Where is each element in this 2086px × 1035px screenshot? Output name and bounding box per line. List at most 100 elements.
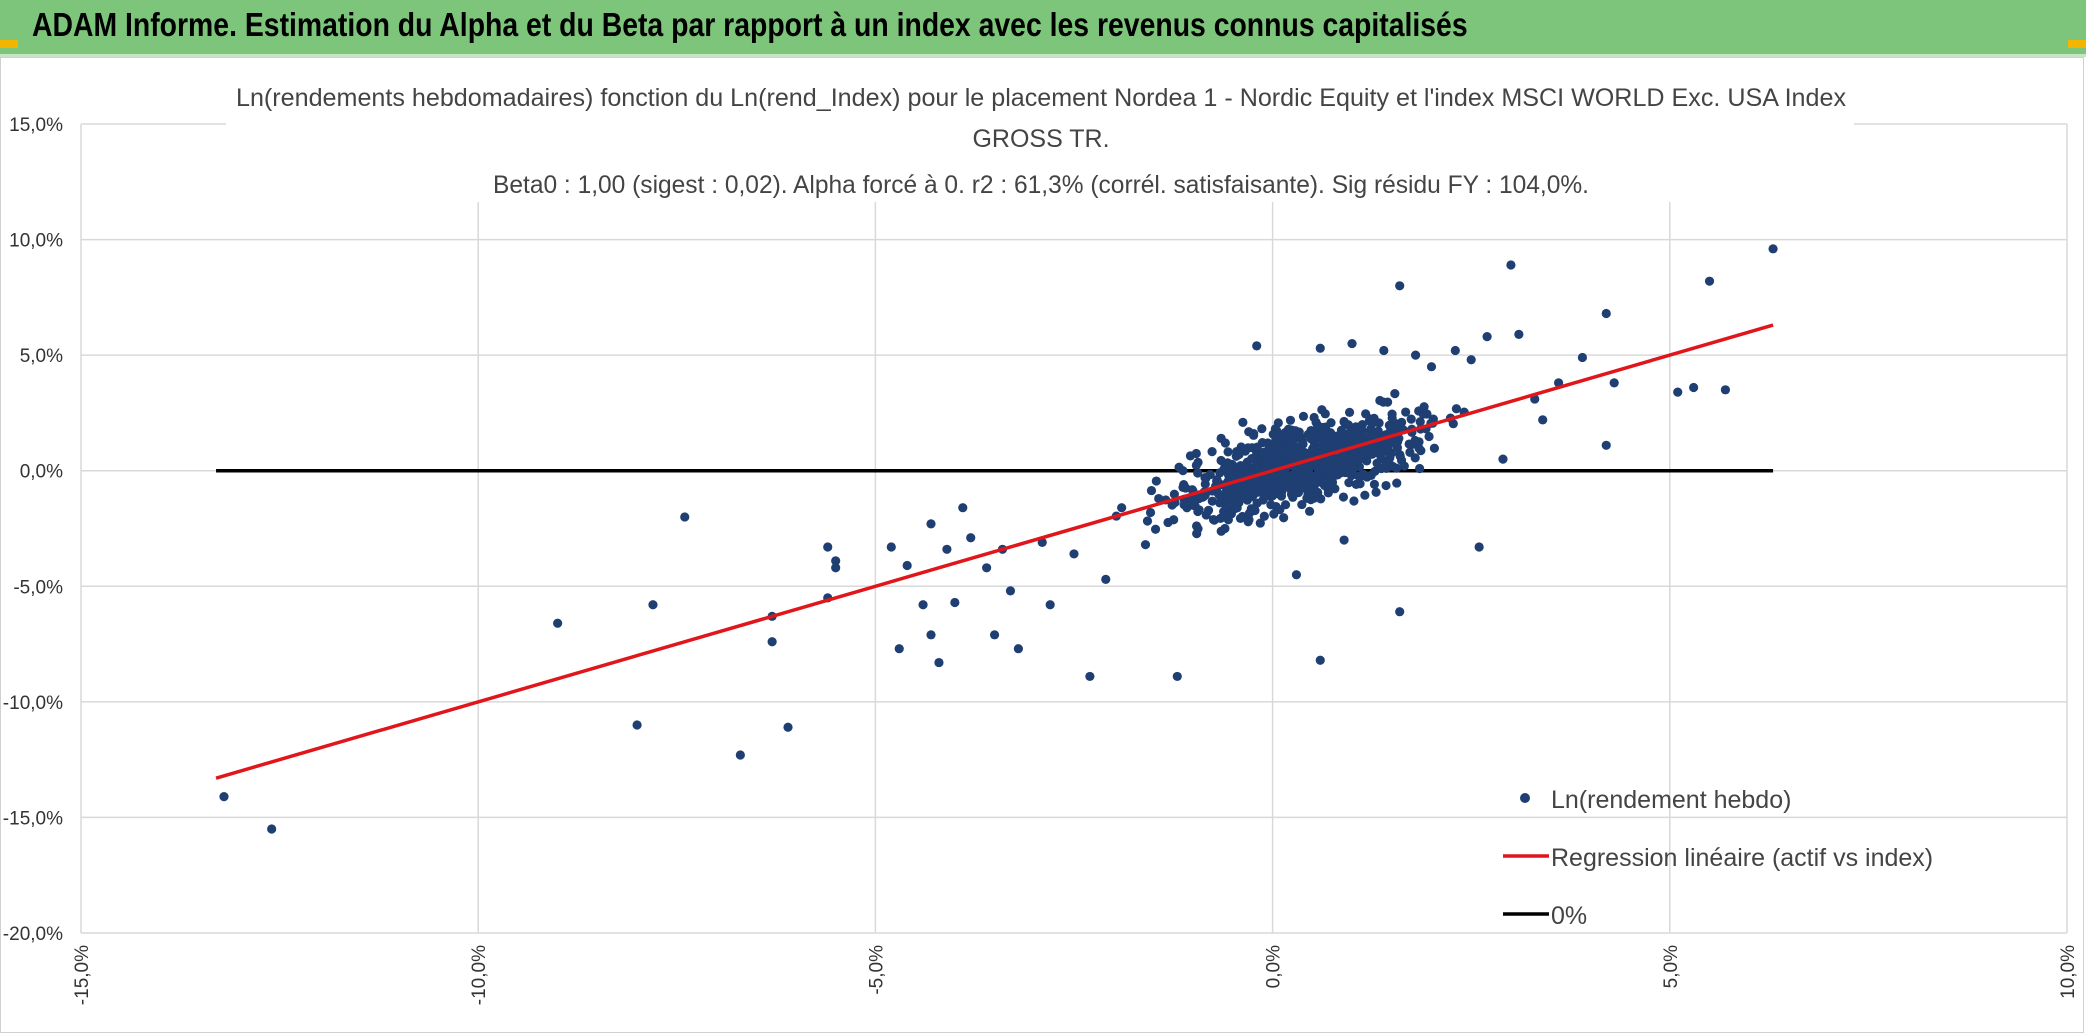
- data-point: [1366, 430, 1376, 440]
- data-point: [1069, 549, 1079, 559]
- data-point: [1240, 491, 1250, 501]
- data-point: [1259, 511, 1269, 521]
- y-tick-label: -15,0%: [3, 808, 63, 829]
- scatter-chart: 15,0% 10,0% 5,0% 0,0% -5,0% -10,0% -15,0% -20,0…: [3, 78, 2079, 1005]
- data-point: [1169, 515, 1179, 525]
- data-point: [1257, 424, 1267, 434]
- data-point: [1362, 447, 1372, 457]
- data-point: [1142, 516, 1153, 526]
- data-point: [1506, 260, 1516, 270]
- corner-marker-right: [2068, 40, 2086, 48]
- data-point: [1334, 434, 1344, 445]
- data-point: [1601, 440, 1611, 450]
- data-point: [1298, 411, 1309, 421]
- data-point: [1235, 513, 1246, 524]
- data-point: [1150, 524, 1161, 534]
- data-point: [1369, 479, 1380, 489]
- data-point: [1365, 414, 1375, 424]
- data-point: [767, 637, 777, 647]
- data-point: [1167, 500, 1177, 510]
- x-tick-label: -5,0%: [866, 945, 887, 995]
- x-tick-label: -10,0%: [469, 945, 490, 1005]
- data-point: [1350, 425, 1360, 435]
- data-point: [1426, 362, 1437, 372]
- data-point: [1392, 463, 1402, 473]
- data-point: [1720, 385, 1731, 395]
- data-point: [1311, 417, 1321, 428]
- data-point: [1215, 498, 1225, 508]
- data-point: [1193, 524, 1203, 534]
- data-point: [1277, 470, 1287, 480]
- data-point: [1223, 447, 1233, 457]
- data-point: [1290, 426, 1301, 436]
- data-point: [1302, 493, 1312, 503]
- data-point: [1422, 409, 1432, 419]
- data-point: [1207, 496, 1217, 506]
- data-point: [1298, 477, 1308, 487]
- data-point: [1333, 455, 1343, 465]
- data-point: [966, 533, 976, 543]
- chart-title-backdrop: [226, 78, 1854, 202]
- data-point: [1390, 389, 1400, 399]
- data-point: [1482, 332, 1492, 342]
- data-point: [1410, 350, 1421, 360]
- data-point: [1392, 443, 1403, 453]
- data-point: [942, 544, 952, 554]
- data-point: [934, 657, 944, 668]
- data-point: [735, 750, 745, 760]
- data-point: [1145, 507, 1156, 518]
- data-point: [1172, 671, 1182, 682]
- corner-marker-left: [0, 40, 18, 48]
- regression-line: [215, 323, 1774, 780]
- legend-marker-points: [1520, 793, 1530, 803]
- data-point: [1231, 503, 1241, 513]
- data-point: [886, 542, 896, 552]
- data-point: [1291, 570, 1302, 580]
- data-point: [1285, 415, 1296, 425]
- data-point: [1387, 409, 1397, 419]
- y-tick-label: -20,0%: [3, 924, 63, 945]
- x-tick-label: 10,0%: [2058, 945, 2079, 999]
- data-point: [1284, 430, 1294, 441]
- data-point: [1045, 600, 1055, 610]
- data-point: [1328, 471, 1338, 481]
- data-point: [894, 644, 904, 654]
- data-point: [1673, 387, 1683, 397]
- data-point: [1252, 341, 1262, 351]
- data-point: [1181, 483, 1191, 493]
- data-point: [1151, 476, 1161, 486]
- data-point: [1154, 493, 1164, 504]
- data-point: [1304, 506, 1315, 516]
- legend-label: Ln(rendement hebdo): [1551, 786, 1791, 814]
- data-point: [1378, 397, 1388, 407]
- chart-title-line: Ln(rendements hebdomadaires) fonction du…: [236, 84, 1847, 112]
- report-header: ADAM Informe. Estimation du Alpha et du …: [0, 0, 2086, 57]
- data-point: [1395, 607, 1405, 617]
- x-tick-label: 5,0%: [1661, 945, 1682, 988]
- data-point: [1355, 451, 1365, 461]
- data-point: [1174, 462, 1184, 472]
- data-point: [1379, 345, 1389, 356]
- data-point: [1146, 485, 1157, 496]
- data-point: [219, 792, 229, 802]
- data-point: [1267, 448, 1277, 458]
- data-point: [1280, 500, 1291, 510]
- data-point: [1299, 448, 1309, 458]
- data-point: [1214, 490, 1224, 500]
- data-point: [1466, 355, 1476, 365]
- data-point: [1252, 442, 1262, 452]
- data-point: [1309, 493, 1319, 503]
- legend-label: 0%: [1551, 902, 1587, 930]
- data-point: [1191, 448, 1201, 459]
- data-point: [648, 600, 658, 610]
- data-point: [1399, 461, 1409, 471]
- data-point: [1279, 513, 1289, 523]
- data-point: [1234, 449, 1244, 460]
- legend-label: Regression linéaire (actif vs index): [1551, 844, 1933, 872]
- y-tick-label: 15,0%: [9, 115, 63, 136]
- data-point: [1362, 471, 1372, 481]
- data-point: [1768, 244, 1778, 254]
- data-point: [1373, 445, 1383, 455]
- data-point: [1309, 481, 1319, 491]
- data-point: [1601, 308, 1611, 319]
